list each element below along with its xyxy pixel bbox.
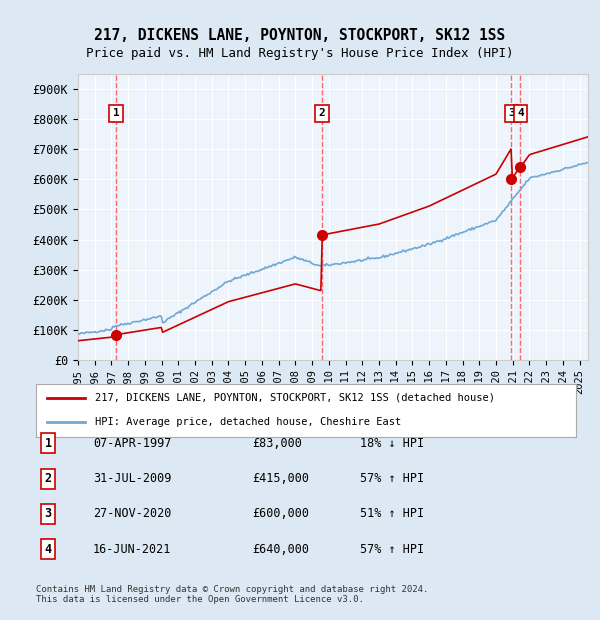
Text: £640,000: £640,000: [252, 543, 309, 556]
Text: 4: 4: [44, 543, 52, 556]
Text: £415,000: £415,000: [252, 472, 309, 485]
Text: 2: 2: [44, 472, 52, 485]
Text: 27-NOV-2020: 27-NOV-2020: [93, 508, 172, 520]
Text: 4: 4: [517, 108, 524, 118]
Text: 51% ↑ HPI: 51% ↑ HPI: [360, 508, 424, 520]
Text: Contains HM Land Registry data © Crown copyright and database right 2024.
This d: Contains HM Land Registry data © Crown c…: [36, 585, 428, 604]
Text: 57% ↑ HPI: 57% ↑ HPI: [360, 472, 424, 485]
Text: 16-JUN-2021: 16-JUN-2021: [93, 543, 172, 556]
Text: 57% ↑ HPI: 57% ↑ HPI: [360, 543, 424, 556]
Text: HPI: Average price, detached house, Cheshire East: HPI: Average price, detached house, Ches…: [95, 417, 401, 427]
Text: 1: 1: [113, 108, 119, 118]
Text: 31-JUL-2009: 31-JUL-2009: [93, 472, 172, 485]
Text: 217, DICKENS LANE, POYNTON, STOCKPORT, SK12 1SS: 217, DICKENS LANE, POYNTON, STOCKPORT, S…: [94, 28, 506, 43]
Text: £83,000: £83,000: [252, 437, 302, 450]
Text: 2: 2: [319, 108, 325, 118]
Text: 18% ↓ HPI: 18% ↓ HPI: [360, 437, 424, 450]
Text: 3: 3: [44, 508, 52, 520]
Text: 3: 3: [508, 108, 515, 118]
Text: 07-APR-1997: 07-APR-1997: [93, 437, 172, 450]
Text: Price paid vs. HM Land Registry's House Price Index (HPI): Price paid vs. HM Land Registry's House …: [86, 46, 514, 60]
Text: 1: 1: [44, 437, 52, 450]
Text: £600,000: £600,000: [252, 508, 309, 520]
Text: 217, DICKENS LANE, POYNTON, STOCKPORT, SK12 1SS (detached house): 217, DICKENS LANE, POYNTON, STOCKPORT, S…: [95, 392, 496, 402]
